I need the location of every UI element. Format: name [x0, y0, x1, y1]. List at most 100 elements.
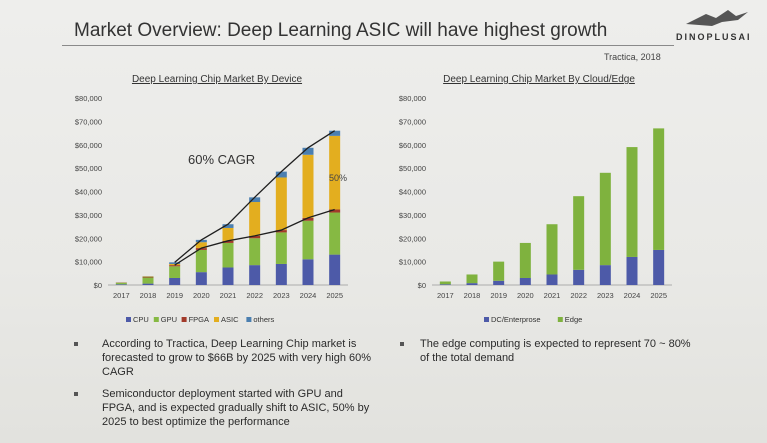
- bar-segment-asic: [222, 227, 234, 241]
- x-tick-label: 2022: [246, 291, 263, 300]
- bullet-item: The edge computing is expected to repres…: [400, 337, 700, 365]
- bar-segment-others: [222, 224, 234, 228]
- bar-segment-others: [195, 239, 207, 243]
- bullet-marker-icon: [74, 342, 78, 346]
- y-tick-label: $40,000: [75, 188, 102, 197]
- x-tick-label: 2018: [140, 291, 157, 300]
- bar-segment-asic: [329, 135, 341, 210]
- bar-segment-fpga: [249, 235, 261, 239]
- pterodactyl-logo-icon: [686, 10, 748, 26]
- legend-swatch-asic: [214, 317, 219, 322]
- bar-segment-dc: [546, 274, 558, 285]
- bar-segment-gpu: [249, 238, 261, 266]
- bar-segment-fpga: [275, 230, 287, 233]
- bullet-marker-icon: [74, 392, 78, 396]
- chart-title: Deep Learning Chip Market By Device: [132, 74, 303, 85]
- bar-segment-others: [275, 171, 287, 178]
- chart-by-device: Deep Learning Chip Market By Device $0 $10…: [75, 74, 348, 324]
- bar-segment-edge: [519, 242, 531, 278]
- bar-segment-edge: [439, 281, 451, 285]
- legend-label-gpu: GPU: [161, 315, 177, 324]
- legend-label-fpga: FPGA: [189, 315, 209, 324]
- bar-segment-fpga: [142, 276, 154, 278]
- bar-segment-dc: [493, 280, 505, 285]
- bar-segment-dc: [573, 269, 585, 285]
- y-tick-label: $50,000: [399, 164, 426, 173]
- legend-swatch-fpga: [181, 317, 187, 322]
- bar-segment-cpu: [142, 283, 154, 285]
- y-tick-label: $0: [418, 281, 426, 290]
- x-tick-label: 2017: [113, 291, 130, 300]
- x-tick-label: 2017: [437, 291, 454, 300]
- chart-by-cloud-edge: Deep Learning Chip Market By Cloud/Edge $…: [399, 74, 672, 324]
- bar-segment-fpga: [222, 240, 234, 243]
- x-tick-label: 2021: [220, 291, 237, 300]
- bar-segment-cpu: [169, 277, 181, 285]
- y-tick-label: $30,000: [399, 211, 426, 220]
- y-tick-label: $60,000: [399, 141, 426, 150]
- x-tick-label: 2024: [624, 291, 641, 300]
- legend-label-edge: Edge: [565, 315, 583, 324]
- bar-segment-others: [302, 147, 314, 155]
- bar-segment-dc: [599, 265, 611, 285]
- bar-segment-asic: [302, 154, 314, 218]
- x-tick-label: 2023: [273, 291, 290, 300]
- bar-segment-edge: [466, 274, 478, 284]
- bar-segment-edge: [599, 172, 611, 266]
- legend-label-others: others: [253, 315, 274, 324]
- y-tick-label: $30,000: [75, 211, 102, 220]
- bar-segment-cpu: [115, 284, 127, 285]
- bar-segment-fpga: [302, 217, 314, 221]
- y-tick-label: $60,000: [75, 141, 102, 150]
- y-tick-label: $80,000: [75, 94, 102, 103]
- bullet-item: Semiconductor deployment started with GP…: [74, 387, 374, 429]
- legend-swatch-gpu: [153, 317, 159, 322]
- bar-segment-dc: [439, 284, 451, 285]
- legend-label-asic: ASIC: [221, 315, 239, 324]
- y-tick-label: $20,000: [75, 234, 102, 243]
- y-tick-label: $80,000: [399, 94, 426, 103]
- bar-segment-edge: [546, 224, 558, 275]
- right-bullet-list: The edge computing is expected to repres…: [400, 337, 700, 373]
- bar-segment-edge: [626, 147, 638, 257]
- x-tick-label: 2023: [597, 291, 614, 300]
- bar-segment-gpu: [142, 277, 154, 284]
- trend-line-total: [174, 130, 336, 263]
- bar-segment-edge: [573, 196, 585, 270]
- bar-segment-cpu: [329, 254, 341, 285]
- chart-title: Deep Learning Chip Market By Cloud/Edge: [443, 74, 635, 85]
- legend-swatch-dc: [484, 317, 489, 322]
- left-bullet-list: According to Tractica, Deep Learning Chi…: [74, 337, 374, 437]
- bar-segment-gpu: [169, 266, 181, 278]
- logo-text: DINOPLUSAI: [676, 32, 752, 42]
- bar-segment-dc: [466, 283, 478, 285]
- bullet-text: Semiconductor deployment started with GP…: [102, 388, 370, 428]
- bullet-text: The edge computing is expected to repres…: [420, 338, 691, 364]
- x-tick-label: 2025: [650, 291, 667, 300]
- bar-segment-cpu: [275, 263, 287, 285]
- bar-segment-gpu: [302, 220, 314, 260]
- legend-swatch-cpu: [126, 317, 131, 322]
- y-tick-label: $10,000: [399, 258, 426, 267]
- bar-segment-edge: [653, 128, 665, 250]
- legend-swatch-others: [246, 317, 252, 322]
- y-tick-label: $70,000: [399, 117, 426, 126]
- bar-segment-cpu: [249, 265, 261, 285]
- bar-segment-cpu: [222, 267, 234, 285]
- title-divider: [62, 45, 674, 46]
- bar-segment-gpu: [115, 282, 127, 285]
- x-tick-label: 2021: [544, 291, 561, 300]
- legend-swatch-edge: [557, 317, 563, 322]
- y-tick-label: $40,000: [399, 188, 426, 197]
- annotation-cagr: 60% CAGR: [188, 152, 255, 167]
- bar-segment-dc: [626, 256, 638, 285]
- bullet-text: According to Tractica, Deep Learning Chi…: [102, 338, 372, 378]
- bullet-marker-icon: [400, 342, 404, 346]
- y-tick-label: $70,000: [75, 117, 102, 126]
- bar-segment-dc: [653, 249, 665, 285]
- bar-segment-gpu: [222, 242, 234, 268]
- bar-segment-cpu: [302, 259, 314, 285]
- legend-label-dc: DC/Enterprose: [491, 315, 541, 324]
- bar-segment-others: [329, 130, 341, 136]
- annotation-asic-share: 50%: [329, 173, 347, 183]
